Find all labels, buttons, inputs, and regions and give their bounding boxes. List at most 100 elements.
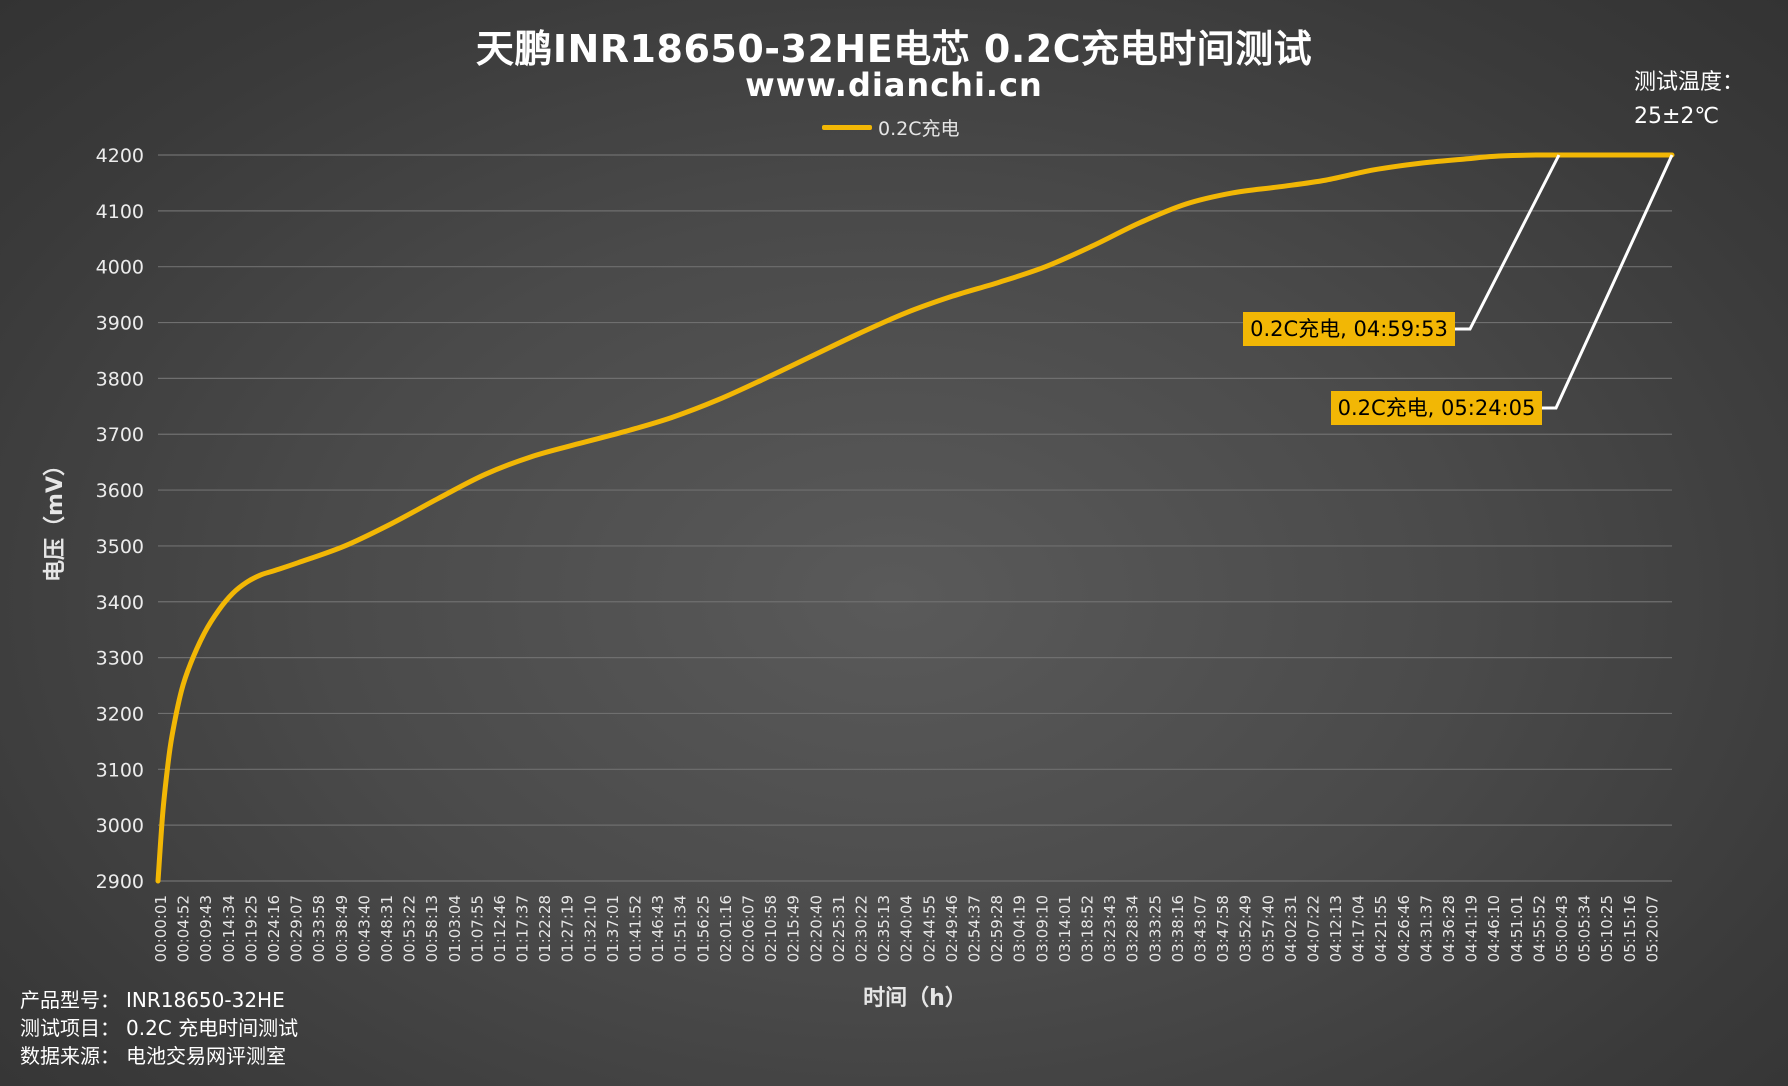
x-tick-label: 01:27:19 bbox=[559, 895, 577, 962]
info-label: 数据来源： bbox=[20, 1044, 120, 1068]
y-tick-label: 3700 bbox=[96, 424, 144, 446]
x-tick-label: 00:33:58 bbox=[310, 895, 328, 962]
x-tick-label: 04:17:04 bbox=[1350, 895, 1368, 962]
info-row-model: 产品型号： INR18650-32HE bbox=[20, 986, 298, 1014]
legend-swatch bbox=[822, 125, 872, 130]
temperature-label: 测试温度： bbox=[1634, 70, 1745, 95]
x-tick-label: 04:26:46 bbox=[1395, 895, 1413, 962]
info-row-item: 测试项目： 0.2C 充电时间测试 bbox=[20, 1014, 298, 1042]
x-tick-label: 02:25:31 bbox=[830, 895, 848, 962]
x-tick-label: 00:09:43 bbox=[197, 895, 215, 962]
x-tick-label: 02:40:04 bbox=[898, 895, 916, 962]
x-tick-label: 03:09:10 bbox=[1033, 895, 1051, 962]
x-tick-label: 03:43:07 bbox=[1191, 895, 1209, 962]
x-tick-label: 00:29:07 bbox=[288, 895, 306, 962]
x-tick-label: 02:59:28 bbox=[988, 895, 1006, 962]
x-tick-label: 02:15:49 bbox=[785, 895, 803, 962]
x-tick-label: 01:41:52 bbox=[627, 895, 645, 962]
x-tick-label: 04:07:22 bbox=[1304, 895, 1322, 962]
x-tick-label: 00:00:01 bbox=[152, 895, 170, 962]
x-tick-label: 01:03:04 bbox=[446, 895, 464, 962]
x-tick-label: 04:46:10 bbox=[1485, 895, 1503, 962]
y-tick-label: 4000 bbox=[96, 257, 144, 279]
x-tick-label: 01:22:28 bbox=[536, 895, 554, 962]
y-tick-label: 3100 bbox=[96, 759, 144, 781]
annotation-leader bbox=[1455, 154, 1561, 331]
x-tick-label: 04:02:31 bbox=[1282, 895, 1300, 962]
test-temperature: 测试温度： 25±2℃ bbox=[1634, 66, 1744, 134]
x-tick-label: 04:55:52 bbox=[1530, 895, 1548, 962]
x-tick-label: 04:21:55 bbox=[1372, 895, 1390, 962]
x-tick-label: 02:10:58 bbox=[762, 895, 780, 962]
x-tick-label: 00:58:13 bbox=[423, 895, 441, 962]
info-block: 产品型号： INR18650-32HE 测试项目： 0.2C 充电时间测试 数据… bbox=[20, 986, 298, 1070]
legend: 0.2C充电 bbox=[822, 114, 959, 141]
annotation-box bbox=[1243, 312, 1455, 346]
info-value: 电池交易网评测室 bbox=[126, 1044, 286, 1068]
chart-subtitle: www.dianchi.cn bbox=[745, 66, 1043, 104]
x-tick-label: 03:23:43 bbox=[1101, 895, 1119, 962]
x-tick-label: 00:14:34 bbox=[220, 895, 238, 962]
x-tick-label: 05:20:07 bbox=[1643, 895, 1661, 962]
annotation-box bbox=[1331, 391, 1542, 425]
x-tick-label: 05:10:25 bbox=[1598, 895, 1616, 962]
x-tick-label: 02:06:07 bbox=[740, 895, 758, 962]
x-tick-label: 05:05:34 bbox=[1576, 895, 1594, 962]
x-tick-label: 01:37:01 bbox=[604, 895, 622, 962]
x-tick-label: 01:07:55 bbox=[468, 895, 486, 962]
x-tick-label: 01:51:34 bbox=[672, 895, 690, 962]
x-tick-label: 00:04:52 bbox=[175, 895, 193, 962]
x-tick-label: 04:12:13 bbox=[1327, 895, 1345, 962]
x-tick-label: 03:14:01 bbox=[1056, 895, 1074, 962]
y-tick-label: 3600 bbox=[96, 480, 144, 502]
x-tick-label: 03:38:16 bbox=[1169, 895, 1187, 962]
y-tick-label: 3900 bbox=[96, 313, 144, 335]
x-tick-label: 02:49:46 bbox=[943, 895, 961, 962]
x-tick-label: 02:54:37 bbox=[965, 895, 983, 962]
x-tick-label: 01:46:43 bbox=[649, 895, 667, 962]
x-tick-label: 02:20:40 bbox=[807, 895, 825, 962]
y-tick-label: 4200 bbox=[96, 145, 144, 167]
info-row-source: 数据来源： 电池交易网评测室 bbox=[20, 1042, 298, 1070]
x-tick-label: 01:12:46 bbox=[491, 895, 509, 962]
x-tick-label: 04:36:28 bbox=[1440, 895, 1458, 962]
x-tick-label: 00:38:49 bbox=[333, 895, 351, 962]
x-tick-label: 03:28:34 bbox=[1124, 895, 1142, 962]
x-tick-label: 03:47:58 bbox=[1214, 895, 1232, 962]
x-tick-label: 04:51:01 bbox=[1508, 895, 1526, 962]
x-tick-label: 00:53:22 bbox=[401, 895, 419, 962]
x-tick-label: 03:18:52 bbox=[1078, 895, 1096, 962]
x-tick-label: 05:15:16 bbox=[1621, 895, 1639, 962]
y-tick-label: 3500 bbox=[96, 536, 144, 558]
x-tick-label: 02:01:16 bbox=[717, 895, 735, 962]
x-tick-label: 04:41:19 bbox=[1463, 895, 1481, 962]
info-value: 0.2C 充电时间测试 bbox=[126, 1016, 299, 1040]
x-tick-label: 01:32:10 bbox=[581, 895, 599, 962]
legend-label: 0.2C充电 bbox=[878, 118, 960, 140]
y-tick-label: 3800 bbox=[96, 368, 144, 390]
x-tick-label: 00:24:16 bbox=[265, 895, 283, 962]
y-tick-label: 2900 bbox=[96, 871, 144, 893]
y-tick-label: 3000 bbox=[96, 815, 144, 837]
x-tick-label: 03:52:49 bbox=[1237, 895, 1255, 962]
x-tick-label: 01:56:25 bbox=[694, 895, 712, 962]
x-tick-label: 02:44:55 bbox=[920, 895, 938, 962]
x-axis-title: 时间（h） bbox=[863, 986, 967, 1011]
y-tick-label: 4100 bbox=[96, 201, 144, 223]
annotation-leader bbox=[1542, 154, 1674, 410]
x-tick-label: 02:30:22 bbox=[853, 895, 871, 962]
chart-title: 天鹏INR18650-32HE电芯 0.2C充电时间测试 bbox=[475, 27, 1313, 71]
annotation-label: 0.2C充电, 04:59:53 bbox=[1250, 317, 1448, 341]
y-tick-label: 3200 bbox=[96, 703, 144, 725]
x-tick-label: 03:04:19 bbox=[1011, 895, 1029, 962]
x-tick-label: 04:31:37 bbox=[1417, 895, 1435, 962]
y-tick-label: 3400 bbox=[96, 592, 144, 614]
x-tick-label: 05:00:43 bbox=[1553, 895, 1571, 962]
series-line bbox=[155, 152, 1675, 884]
x-tick-label: 02:35:13 bbox=[875, 895, 893, 962]
y-tick-label: 3300 bbox=[96, 648, 144, 670]
info-label: 产品型号： bbox=[20, 988, 120, 1012]
x-tick-label: 00:19:25 bbox=[242, 895, 260, 962]
x-tick-label: 03:33:25 bbox=[1146, 895, 1164, 962]
